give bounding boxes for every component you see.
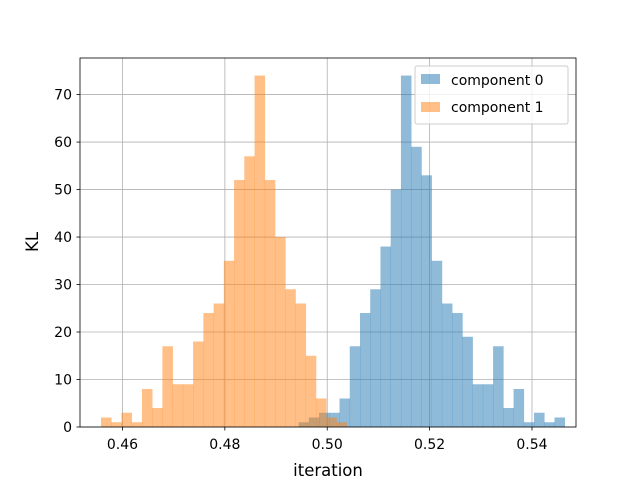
series-0	[298, 75, 566, 428]
histogram-bar	[523, 422, 535, 427]
histogram-bar	[141, 389, 153, 427]
histogram-bar	[234, 180, 245, 427]
y-tick-label: 60	[54, 135, 72, 151]
histogram-bar	[544, 422, 555, 427]
histogram-bar	[462, 336, 473, 427]
histogram-bar	[554, 417, 566, 427]
histogram-bar	[172, 384, 184, 427]
y-tick-label: 20	[54, 325, 72, 341]
histogram-bar	[193, 341, 204, 427]
histogram-bar	[493, 346, 504, 427]
legend-swatch-component-0	[421, 74, 440, 84]
histogram-bar	[223, 260, 235, 427]
y-tick-label: 40	[54, 230, 72, 246]
histogram-bar	[339, 398, 351, 427]
histogram-bar	[411, 146, 422, 427]
histogram-bar	[203, 313, 214, 427]
histogram-bar	[305, 355, 317, 427]
legend-label-component-0: component 0	[451, 73, 544, 89]
x-tick-label: 0.52	[414, 437, 445, 453]
histogram-bar	[431, 260, 443, 427]
tick-labels: 0.46 0.48 0.50 0.52 0.54 0 10 20 30 40 50 60 70	[54, 88, 547, 453]
histogram-bar	[452, 313, 463, 427]
x-tick-label: 0.50	[312, 437, 343, 453]
histogram-bar	[400, 75, 412, 428]
plot-frame	[79, 57, 577, 428]
histogram-bar	[370, 289, 381, 427]
histogram-bar	[131, 422, 143, 427]
legend-box	[414, 65, 569, 125]
x-tick-label: 0.48	[209, 437, 240, 453]
histogram-bar	[100, 417, 112, 427]
histogram-bar	[111, 422, 122, 427]
x-axis-label: iteration	[293, 461, 363, 480]
histogram-bar	[482, 384, 494, 427]
histogram-bar	[534, 412, 545, 427]
histogram-bar	[244, 156, 255, 427]
histogram-bar	[441, 303, 453, 427]
histogram-bar	[254, 75, 266, 428]
y-tick-label: 70	[54, 88, 72, 104]
histogram-bar	[336, 422, 347, 427]
histogram-bars	[100, 75, 566, 428]
histogram-bar	[121, 412, 132, 427]
histogram-bar	[326, 417, 337, 427]
x-tick-label: 0.54	[516, 437, 547, 453]
histogram-bar	[513, 389, 525, 427]
y-tick-label: 50	[54, 183, 72, 199]
histogram-bar	[390, 189, 402, 427]
legend: component 0 component 1	[414, 65, 569, 125]
histogram-bar	[349, 346, 361, 427]
axes	[79, 57, 577, 428]
histogram-bar	[152, 408, 163, 427]
legend-swatch-component-1	[421, 102, 440, 112]
histogram-bar	[285, 289, 296, 427]
series-1	[100, 75, 347, 428]
y-tick-label: 0	[63, 420, 72, 436]
histogram-bar	[359, 313, 371, 427]
histogram-bar	[182, 384, 194, 427]
y-axis-label: KL	[23, 231, 42, 252]
histogram-bar	[380, 246, 392, 427]
x-tick-label: 0.46	[107, 437, 138, 453]
histogram-bar	[264, 180, 276, 427]
y-tick-label: 30	[54, 278, 72, 294]
legend-label-component-1: component 1	[451, 100, 544, 116]
histogram-bar	[275, 237, 286, 427]
histogram-bar	[295, 303, 307, 427]
histogram-bar	[472, 384, 484, 427]
histogram-bar	[315, 398, 327, 427]
histogram-bar	[421, 175, 432, 427]
histogram-bar	[162, 346, 173, 427]
histogram-bar	[213, 303, 225, 427]
histogram-bar	[503, 408, 514, 427]
y-tick-label: 10	[54, 373, 72, 389]
